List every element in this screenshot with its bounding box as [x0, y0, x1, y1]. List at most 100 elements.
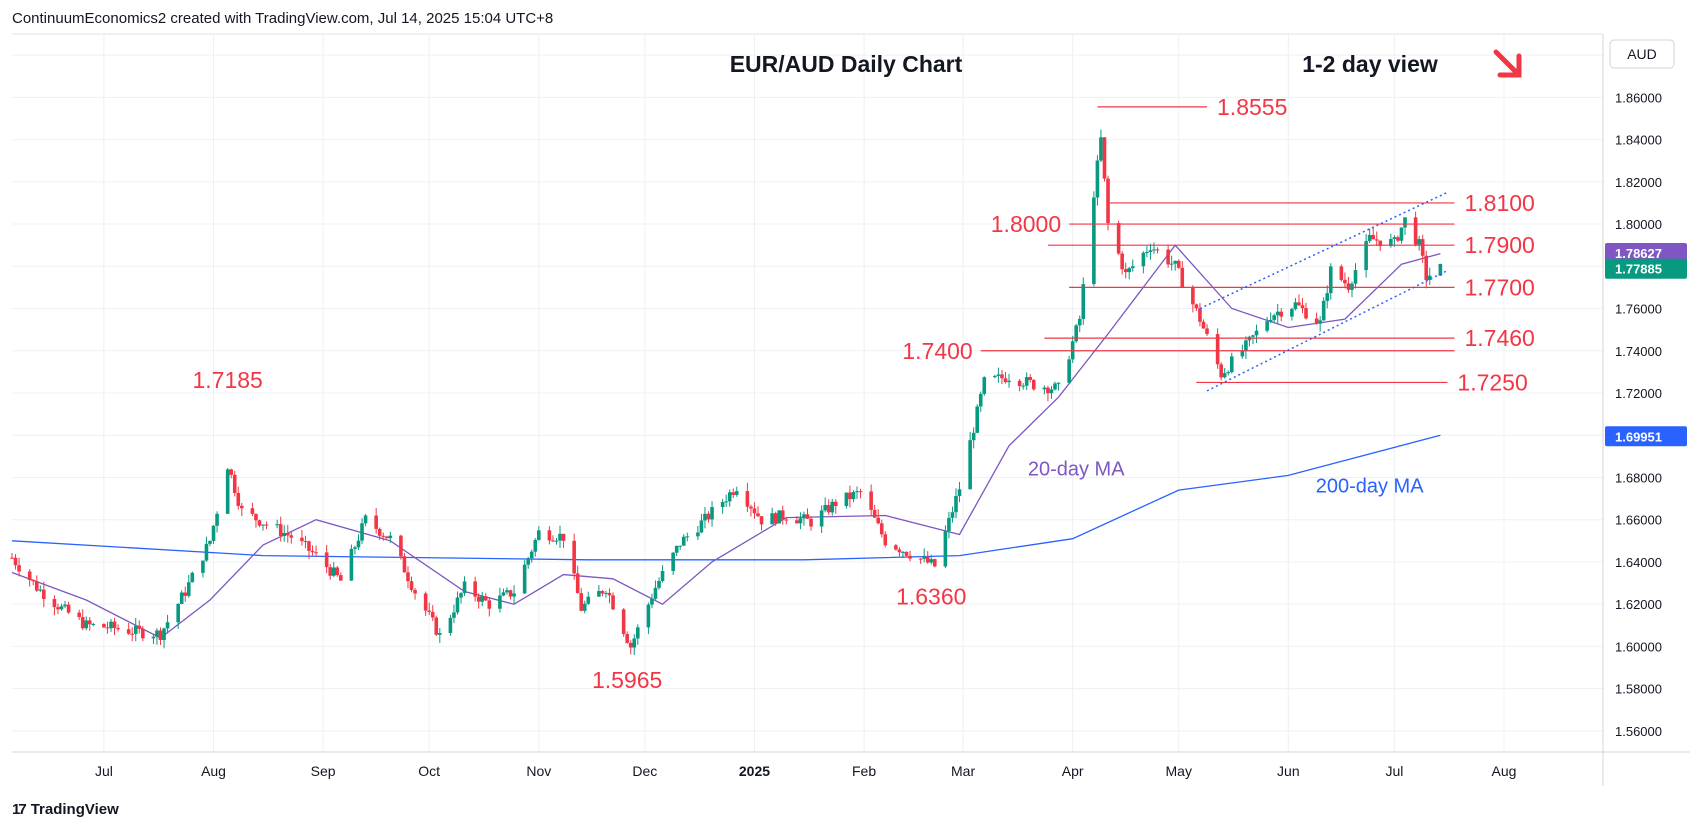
x-tick-label: Aug: [201, 763, 226, 779]
candle: [1095, 155, 1100, 206]
candle: [1427, 267, 1432, 285]
candle: [34, 575, 39, 592]
candle: [1304, 302, 1308, 320]
price-badge: 1.77885: [1605, 258, 1687, 279]
x-tick-label: Oct: [418, 763, 440, 779]
candle: [1145, 246, 1149, 258]
candle: [141, 626, 145, 642]
axes[interactable]: 1.880001.860001.840001.820001.800001.780…: [12, 33, 1690, 786]
candle: [498, 587, 502, 613]
candle: [819, 505, 824, 534]
point-label: 1.7185: [192, 367, 262, 393]
candle: [876, 509, 881, 525]
candle: [561, 533, 566, 548]
candle: [734, 486, 739, 497]
candle: [572, 533, 576, 580]
view-text: 1-2 day view: [1302, 51, 1438, 77]
y-tick-label: 1.80000: [1615, 217, 1662, 232]
candle: [780, 505, 785, 525]
candle: [657, 577, 661, 590]
candle: [844, 492, 849, 509]
level-label: 1.8000: [991, 211, 1061, 237]
candle: [130, 627, 135, 642]
candle: [250, 502, 255, 517]
x-tick-label: Feb: [852, 763, 876, 779]
candle: [275, 519, 279, 529]
candle: [1194, 303, 1199, 311]
candle: [1226, 370, 1231, 376]
candle: [681, 534, 686, 546]
x-tick-label: Dec: [632, 763, 657, 779]
candle: [1152, 242, 1156, 254]
candle: [1396, 235, 1400, 243]
candle: [384, 536, 389, 539]
candle: [1028, 374, 1033, 383]
candle: [1339, 264, 1344, 282]
candle: [406, 566, 410, 589]
x-tick-label: Aug: [1492, 763, 1517, 779]
candle: [459, 592, 463, 604]
candle: [204, 536, 209, 562]
candle: [236, 486, 241, 510]
price-badge: 1.69951: [1605, 426, 1687, 447]
candle: [314, 545, 318, 557]
x-tick-label: Mar: [951, 763, 975, 779]
candle: [448, 614, 453, 636]
candle: [80, 609, 85, 631]
candle: [116, 624, 120, 632]
candle: [1314, 312, 1319, 325]
candle: [356, 534, 361, 550]
candle: [632, 634, 637, 656]
candle: [473, 576, 477, 602]
x-tick-label: 2025: [739, 763, 770, 779]
candle: [547, 526, 552, 545]
y-tick-label: 1.58000: [1615, 682, 1662, 697]
candle: [1201, 319, 1206, 329]
candle: [1321, 297, 1326, 321]
candle: [674, 545, 679, 557]
y-tick-label: 1.74000: [1615, 344, 1662, 359]
candle: [575, 565, 580, 594]
candle: [982, 376, 987, 396]
candle: [1000, 369, 1004, 384]
candle: [1070, 335, 1075, 364]
candle: [533, 538, 538, 557]
level-label: 1.7700: [1465, 274, 1535, 300]
candle: [526, 556, 530, 569]
trend-channel: [1199, 191, 1448, 392]
candle: [699, 514, 704, 534]
candle: [105, 621, 110, 634]
candle: [133, 617, 138, 642]
candle: [1328, 263, 1333, 300]
candle: [84, 616, 89, 631]
candle: [872, 504, 877, 519]
candle: [536, 526, 541, 541]
chart-title: EUR/AUD Daily Chart: [730, 51, 963, 77]
candle: [1042, 385, 1047, 395]
candle: [1219, 362, 1223, 381]
candle: [257, 519, 262, 528]
candle: [798, 512, 803, 530]
candle: [1399, 227, 1404, 244]
candle: [1251, 334, 1255, 345]
y-tick-label: 1.76000: [1615, 302, 1662, 317]
candle: [558, 525, 562, 548]
level-label: 1.8100: [1465, 190, 1535, 216]
candle: [1180, 261, 1185, 288]
candle: [1318, 316, 1322, 332]
candle: [795, 516, 799, 524]
candle: [646, 602, 651, 634]
x-tick-label: Jun: [1277, 763, 1300, 779]
candle: [809, 516, 813, 531]
candle: [625, 631, 629, 644]
candle: [87, 617, 92, 631]
candle: [91, 622, 96, 627]
candle: [724, 494, 728, 507]
svg-text:1.69951: 1.69951: [1615, 429, 1662, 444]
ma-annotation: 20-day MA: [1028, 458, 1125, 480]
candle: [660, 565, 665, 583]
candle: [1074, 323, 1079, 343]
tradingview-logo[interactable]: 17 TradingView: [12, 801, 119, 818]
x-tick-label: Sep: [311, 763, 336, 779]
